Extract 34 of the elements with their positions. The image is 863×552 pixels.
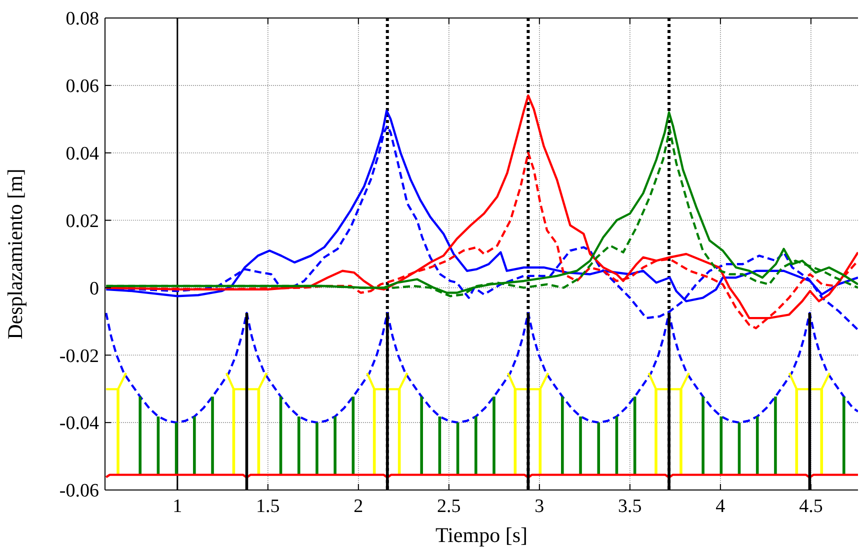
bar xyxy=(756,416,759,475)
y-tick-label: -0.04 xyxy=(59,413,100,434)
bar xyxy=(597,422,600,475)
x-tick-label: 3 xyxy=(534,496,544,517)
y-tick-label: 0.04 xyxy=(66,144,100,165)
x-tick-label: 2.5 xyxy=(437,496,461,517)
bar xyxy=(334,416,336,475)
y-tick-label: 0.02 xyxy=(66,210,99,232)
x-tick-label: 1 xyxy=(172,496,182,517)
y-tick-label: 0.06 xyxy=(66,76,99,98)
bar xyxy=(138,396,142,475)
bar xyxy=(579,416,582,475)
x-axis-title: Tiempo [s] xyxy=(436,523,528,547)
bar xyxy=(561,396,564,475)
bar xyxy=(702,396,704,475)
bar xyxy=(474,416,478,475)
bar xyxy=(297,416,300,475)
x-tick-label: 2 xyxy=(354,496,364,517)
bar xyxy=(211,396,214,475)
bar xyxy=(316,422,318,475)
y-tick-label: -0.06 xyxy=(59,480,99,502)
bar xyxy=(193,416,196,475)
bar xyxy=(842,396,846,475)
bar xyxy=(774,396,777,475)
x-tick-label: 1.5 xyxy=(256,496,280,517)
x-tick-label: 4 xyxy=(716,496,726,517)
y-axis-title: Desplazamiento [m] xyxy=(3,168,27,340)
x-tick-label: 4.5 xyxy=(799,496,823,517)
y-tick-label: -0.02 xyxy=(59,346,99,367)
y-tick-label: 0.08 xyxy=(66,8,99,30)
bar xyxy=(420,396,423,475)
bar xyxy=(492,396,496,475)
x-tick-label: 3.5 xyxy=(618,496,642,517)
y-tick-label: 0 xyxy=(90,278,99,300)
